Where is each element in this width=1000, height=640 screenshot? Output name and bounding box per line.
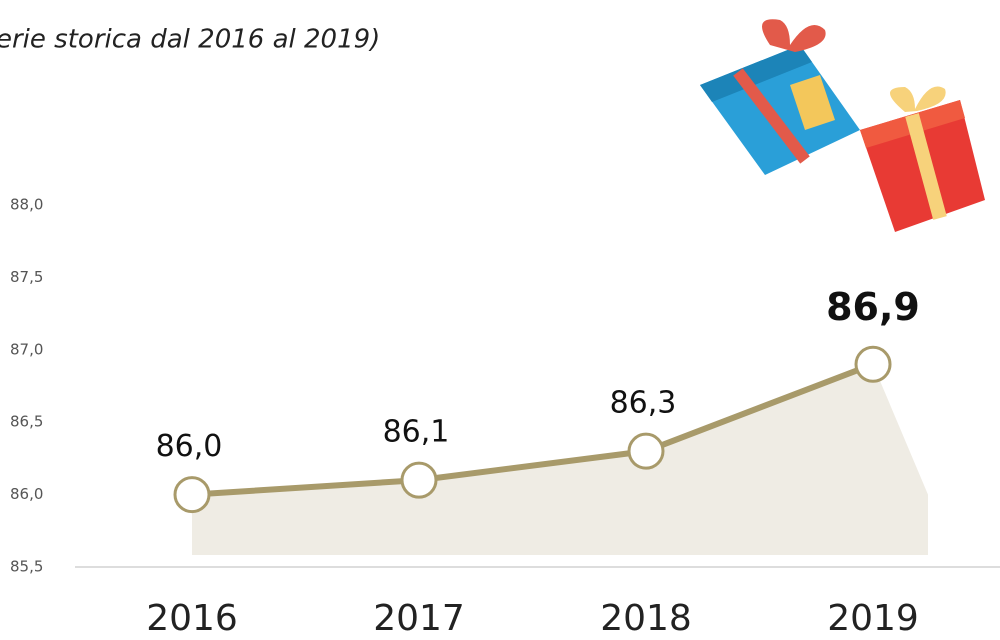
y-tick-label: 85,5	[10, 558, 43, 576]
x-tick-label: 2019	[827, 598, 919, 639]
area	[192, 364, 928, 555]
line	[191, 361, 875, 498]
point	[173, 476, 211, 514]
point	[400, 461, 438, 499]
x-tick-label: 2016	[146, 598, 238, 639]
chart-subtitle: erie storica dal 2016 al 2019)	[0, 25, 380, 55]
data-label: 86,3	[610, 386, 677, 421]
x-tick-label: 2018	[600, 598, 692, 639]
point	[854, 345, 892, 383]
point	[627, 432, 665, 470]
x-tick-label: 2017	[373, 598, 465, 639]
y-tick-label: 86,5	[10, 413, 43, 431]
y-tick-label: 86,0	[10, 485, 43, 503]
data-label: 86,0	[156, 429, 223, 464]
gift-icons	[700, 19, 985, 232]
y-tick-label: 88,0	[10, 196, 43, 214]
data-label: 86,1	[383, 415, 450, 450]
y-tick-label: 87,5	[10, 268, 43, 286]
y-tick-label: 87,0	[10, 340, 43, 358]
data-label: 86,9	[826, 285, 920, 329]
